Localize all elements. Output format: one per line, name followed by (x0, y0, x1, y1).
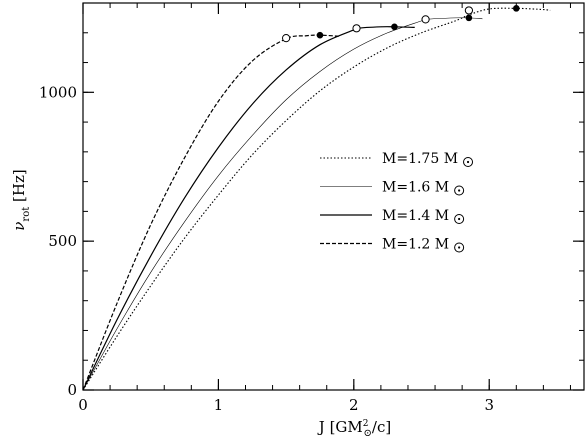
svg-text:νrot [Hz]: νrot [Hz] (10, 169, 32, 230)
x-axis-label: J [GM2 ⊙/c] (317, 418, 391, 439)
sun-symbol-dot (458, 246, 461, 249)
sun-symbol-icon (463, 157, 474, 167)
filled-circle-marker (391, 23, 398, 31)
filled-circle-marker (316, 31, 324, 39)
filled-circle-marker (512, 5, 520, 12)
y-tick-label: 500 (48, 232, 77, 250)
open-circle-marker (464, 6, 474, 15)
x-tick-label: 2 (349, 396, 359, 414)
sun-symbol-dot (458, 189, 461, 192)
y-tick-label: 1000 (39, 83, 77, 101)
axis-ticks: 0 1 2 3 0 500 1000 (39, 2, 584, 414)
series-line (82, 26, 415, 391)
open-circle-marker (421, 15, 430, 24)
filled-circle-marker (465, 14, 473, 22)
open-circle-marker (352, 24, 361, 33)
legend-label: M=1.6 M (382, 180, 449, 196)
sun-symbol-icon (454, 214, 465, 224)
x-tick-label: 0 (78, 396, 88, 414)
markers (282, 5, 520, 43)
legend: M=1.75 M M=1.6 M M=1.4 M M=1.2 M (320, 151, 474, 253)
sun-symbol-icon (454, 185, 465, 196)
series-line (82, 7, 551, 391)
curves (82, 7, 551, 391)
x-tick-label: 3 (484, 396, 494, 414)
x-tick-label: 1 (214, 396, 224, 414)
sun-symbol-icon (454, 242, 465, 253)
legend-label: M=1.2 M (382, 237, 449, 253)
y-tick-label: 0 (67, 381, 77, 399)
series-line (82, 34, 341, 391)
y-axis-label: νrot [Hz] (10, 169, 32, 230)
series-line (82, 17, 483, 391)
open-circle-marker (282, 34, 291, 43)
sun-symbol-dot (458, 217, 461, 221)
legend-label: M=1.4 M (382, 208, 449, 224)
sun-symbol-dot (466, 160, 470, 164)
legend-label: M=1.75 M (382, 151, 458, 167)
plot-frame (82, 2, 585, 391)
